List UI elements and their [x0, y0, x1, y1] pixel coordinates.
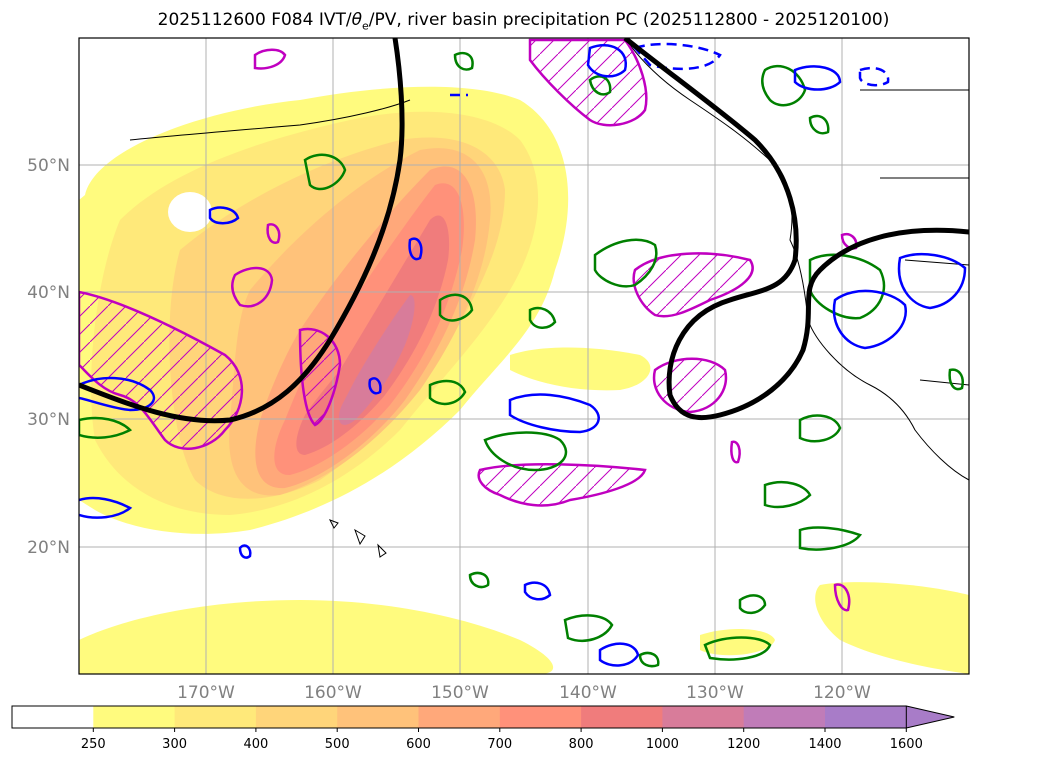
- lat-label-40: 40°N: [27, 283, 70, 303]
- colorbar-segment: [255, 706, 338, 728]
- colorbar-tick-label: 1600: [890, 737, 923, 752]
- theta-e-green-contours: [79, 51, 964, 668]
- colorbar-tick-label: 300: [162, 737, 187, 752]
- lon-label-160w: 160°W: [304, 683, 362, 703]
- ivt-hole: [168, 192, 212, 232]
- ivt-250-ses: [700, 628, 775, 656]
- ivt-250-east: [510, 347, 651, 391]
- colorbar: 250 300 400 500 600 700 800 1000 1200 1400 1600: [11, 705, 955, 752]
- ivt-800: [296, 215, 450, 455]
- lat-label-30: 30°N: [27, 410, 70, 430]
- lat-label-50: 50°N: [27, 156, 70, 176]
- ivt-250-south: [79, 600, 554, 674]
- ivt-1000: [338, 295, 415, 425]
- colorbar-tick-label: 500: [325, 737, 350, 752]
- colorbar-extend-arrow: [905, 705, 955, 729]
- coastlines: [129, 38, 969, 558]
- longitude-labels: 170°W 160°W 150°W 140°W 130°W 120°W: [177, 683, 871, 703]
- colorbar-segment: [743, 706, 826, 728]
- map-frame: [78, 37, 970, 675]
- theta-e-blue-contours: [79, 42, 967, 667]
- colorbar-tick-label: 250: [81, 737, 106, 752]
- colorbar-segment: [418, 706, 501, 728]
- colorbar-tick-label: 400: [243, 737, 268, 752]
- colorbar-segment: [174, 706, 257, 728]
- colorbar-tick-label: 1200: [727, 737, 760, 752]
- lon-label-170w: 170°W: [177, 683, 235, 703]
- colorbar-segment: [662, 706, 745, 728]
- colorbar-tick-label: 700: [487, 737, 512, 752]
- pv-contours: [79, 38, 969, 424]
- colorbar-tick-label: 1000: [646, 737, 679, 752]
- colorbar-tick-label: 600: [406, 737, 431, 752]
- colorbar-segment: [12, 706, 94, 728]
- ivt-250-se: [815, 582, 969, 674]
- map-title: 2025112600 F084 IVT/θe/PV, river basin p…: [157, 10, 890, 33]
- lon-label-130w: 130°W: [686, 683, 744, 703]
- colorbar-segment: [93, 706, 176, 728]
- colorbar-segment: [581, 706, 663, 728]
- colorbar-tick-label: 800: [569, 737, 594, 752]
- lon-label-140w: 140°W: [559, 683, 617, 703]
- colorbar-segment: [499, 706, 582, 728]
- colorbar-segment: [825, 706, 907, 728]
- colorbar-tick-label: 1400: [808, 737, 841, 752]
- colorbar-outline: [11, 705, 907, 729]
- precip-pc-regions: [79, 38, 858, 612]
- lon-label-150w: 150°W: [431, 683, 489, 703]
- colorbar-segment: [337, 706, 419, 728]
- map-area: [79, 38, 969, 674]
- lat-label-20: 20°N: [27, 538, 70, 558]
- lon-label-120w: 120°W: [813, 683, 871, 703]
- latitude-labels: 50°N 40°N 30°N 20°N: [27, 156, 70, 558]
